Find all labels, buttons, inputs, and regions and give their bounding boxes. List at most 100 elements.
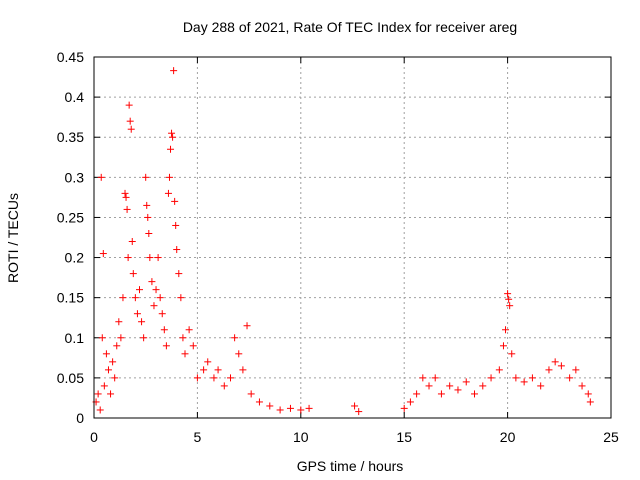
data-point	[167, 145, 175, 153]
data-point	[133, 310, 141, 318]
data-point	[566, 374, 574, 382]
data-point	[471, 390, 479, 398]
data-point	[124, 254, 132, 262]
data-point	[100, 382, 108, 390]
data-point	[122, 193, 130, 201]
data-point	[96, 406, 104, 414]
data-point	[297, 406, 305, 414]
data-point	[99, 250, 107, 258]
data-point	[140, 334, 148, 342]
data-point	[179, 334, 187, 342]
data-point	[172, 221, 180, 229]
data-point	[126, 117, 134, 125]
data-point	[148, 278, 156, 286]
data-point	[144, 213, 152, 221]
data-point	[220, 382, 228, 390]
data-point	[551, 358, 559, 366]
y-tick-label: 0.15	[57, 290, 84, 306]
data-point	[586, 398, 594, 406]
x-tick-label: 10	[293, 429, 309, 445]
data-point	[171, 197, 179, 205]
data-points	[92, 67, 594, 416]
data-point	[156, 294, 164, 302]
data-point	[113, 342, 121, 350]
y-tick-label: 0.45	[57, 49, 84, 65]
data-point	[193, 374, 201, 382]
data-point	[204, 358, 212, 366]
data-point	[125, 101, 133, 109]
data-point	[226, 374, 234, 382]
data-point	[479, 382, 487, 390]
data-point	[173, 246, 181, 254]
data-point	[506, 302, 514, 310]
data-point	[146, 254, 154, 262]
data-point	[97, 173, 105, 181]
y-tick-label: 0.2	[65, 250, 85, 266]
x-tick-label: 15	[396, 429, 412, 445]
data-point	[135, 286, 143, 294]
data-point	[243, 322, 251, 330]
data-point	[189, 342, 197, 350]
data-point	[170, 67, 178, 75]
data-point	[437, 390, 445, 398]
y-axis-label: ROTI / TECUs	[5, 193, 21, 283]
data-point	[94, 390, 102, 398]
y-tick-label: 0.1	[65, 330, 85, 346]
data-point	[143, 201, 151, 209]
data-point	[121, 189, 129, 197]
data-point	[200, 366, 208, 374]
data-point	[175, 270, 183, 278]
data-point	[115, 318, 123, 326]
data-point	[286, 404, 294, 412]
data-point	[520, 378, 528, 386]
data-point	[158, 310, 166, 318]
x-tick-label: 0	[90, 429, 98, 445]
data-point	[557, 362, 565, 370]
data-point	[142, 173, 150, 181]
data-point	[431, 374, 439, 382]
data-point	[584, 390, 592, 398]
data-point	[572, 366, 580, 374]
data-point	[504, 290, 512, 298]
data-point	[351, 402, 359, 410]
data-point	[231, 334, 239, 342]
data-point	[162, 342, 170, 350]
data-point	[255, 398, 263, 406]
data-point	[502, 326, 510, 334]
data-point	[413, 390, 421, 398]
y-tick-label: 0.05	[57, 370, 84, 386]
data-point	[406, 398, 414, 406]
data-point	[117, 334, 125, 342]
data-point	[487, 374, 495, 382]
data-point	[111, 374, 119, 382]
plot-frame	[93, 56, 612, 419]
data-point	[505, 295, 513, 303]
data-point	[508, 350, 516, 358]
y-tick-label: 0.35	[57, 129, 84, 145]
data-point	[98, 334, 106, 342]
data-point	[152, 286, 160, 294]
y-tick-label: 0	[76, 410, 84, 426]
data-point	[168, 129, 176, 137]
data-point	[446, 382, 454, 390]
grid	[94, 57, 611, 418]
data-point	[102, 350, 110, 358]
data-point	[495, 366, 503, 374]
data-point	[107, 390, 115, 398]
data-point	[499, 342, 507, 350]
x-tick-label: 20	[500, 429, 516, 445]
data-point	[239, 366, 247, 374]
data-point	[123, 205, 131, 213]
x-tick-label: 25	[603, 429, 619, 445]
data-point	[160, 326, 168, 334]
data-point	[154, 254, 162, 262]
data-point	[512, 374, 520, 382]
data-point	[131, 294, 139, 302]
data-point	[247, 390, 255, 398]
data-point	[276, 406, 284, 414]
data-point	[127, 125, 135, 133]
data-point	[214, 366, 222, 374]
data-point	[545, 366, 553, 374]
x-axis-label: GPS time / hours	[297, 458, 404, 474]
